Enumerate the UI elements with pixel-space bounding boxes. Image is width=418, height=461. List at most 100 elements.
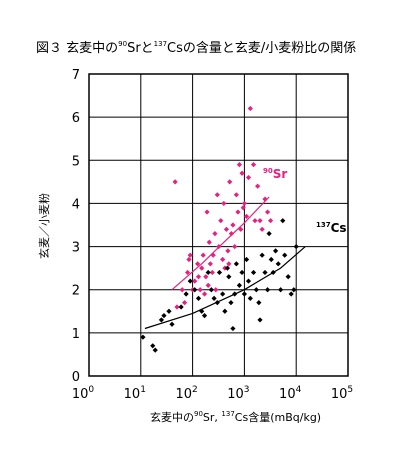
x-axis-label: 玄麦中の90Sr, 137Cs含量(mBq/kg) <box>150 410 321 424</box>
data-point <box>272 248 279 254</box>
data-point <box>178 304 184 310</box>
data-point <box>245 174 252 181</box>
data-point <box>250 162 257 168</box>
data-point <box>205 269 211 276</box>
data-point <box>285 274 291 280</box>
x-tick-label: 102 <box>175 385 197 402</box>
data-point <box>288 291 294 297</box>
data-point <box>236 162 242 168</box>
data-point <box>181 300 188 306</box>
data-point <box>210 252 216 258</box>
data-point <box>235 209 241 215</box>
data-point <box>195 274 202 280</box>
data-point <box>268 256 274 263</box>
data-point <box>232 243 238 250</box>
data-point <box>214 192 220 198</box>
data-point <box>214 300 220 306</box>
trend-line <box>144 246 306 330</box>
y-tick-labels: 0 1 2 3 4 5 6 7 <box>72 68 80 385</box>
data-point <box>158 317 165 323</box>
data-point <box>192 278 198 284</box>
y-tick-label: 4 <box>72 197 80 212</box>
data-point <box>243 256 250 263</box>
data-point <box>206 239 212 245</box>
data-point <box>152 347 158 353</box>
data-point <box>213 287 219 293</box>
data-point <box>199 265 205 271</box>
data-point <box>241 291 247 297</box>
data-point <box>207 261 213 267</box>
data-point <box>203 274 209 280</box>
series-label: 90Sr <box>263 167 287 181</box>
data-point <box>225 248 231 254</box>
data-point <box>195 295 202 301</box>
y-axis-label: 玄麦／小麦粉 <box>37 193 51 259</box>
data-point <box>267 218 274 224</box>
data-point <box>195 261 201 267</box>
y-tick-label: 2 <box>72 284 80 299</box>
data-point <box>233 261 239 267</box>
data-point <box>291 287 297 293</box>
data-point <box>257 317 263 323</box>
data-point <box>197 287 203 293</box>
data-point <box>226 261 232 267</box>
data-point <box>161 313 167 319</box>
x-tick-label: 104 <box>279 385 302 402</box>
data-point <box>259 226 265 232</box>
data-point <box>169 321 175 327</box>
data-point <box>228 300 234 306</box>
y-tick-label: 0 <box>72 370 80 385</box>
data-point <box>262 269 268 276</box>
data-point <box>252 218 258 224</box>
data-point <box>218 218 224 224</box>
data-point <box>236 282 242 288</box>
data-point <box>187 278 193 284</box>
data-point <box>199 308 205 314</box>
data-point <box>150 343 156 349</box>
data-point <box>262 196 268 202</box>
data-point <box>293 243 299 250</box>
data-point <box>239 170 245 176</box>
data-point <box>220 291 226 297</box>
data-point <box>204 209 210 215</box>
data-point <box>250 269 257 276</box>
data-point <box>226 274 232 280</box>
data-point <box>245 278 252 284</box>
data-point <box>192 287 198 293</box>
data-point <box>230 222 236 228</box>
data-point <box>211 295 217 301</box>
y-tick-label: 5 <box>72 154 80 169</box>
data-point <box>270 269 276 276</box>
data-point <box>247 295 253 301</box>
data-point <box>247 105 253 112</box>
data-point <box>239 269 245 276</box>
data-point <box>174 304 180 310</box>
data-point <box>255 183 261 189</box>
data-point <box>264 209 271 215</box>
data-point <box>282 252 288 258</box>
data-point <box>222 308 228 314</box>
data-point <box>256 300 262 306</box>
data-point <box>257 218 263 224</box>
x-tick-label: 101 <box>124 385 146 402</box>
trend-line <box>171 196 270 291</box>
data-point <box>209 269 215 276</box>
x-tick-label: 100 <box>72 385 95 402</box>
data-point <box>253 287 259 293</box>
y-tick-label: 7 <box>72 68 80 83</box>
data-point <box>216 243 222 250</box>
data-point <box>221 200 227 207</box>
data-point <box>208 287 214 293</box>
data-point <box>200 252 206 258</box>
data-point <box>223 226 230 232</box>
data-point <box>238 226 244 232</box>
data-point <box>140 334 146 340</box>
data-point <box>179 287 185 293</box>
y-tick-label: 6 <box>72 111 80 126</box>
data-point <box>264 287 271 293</box>
series-labels: 90Sr 137Cs <box>263 167 347 235</box>
data-points <box>140 105 299 353</box>
data-point <box>230 325 236 332</box>
y-tick-label: 3 <box>72 241 80 256</box>
